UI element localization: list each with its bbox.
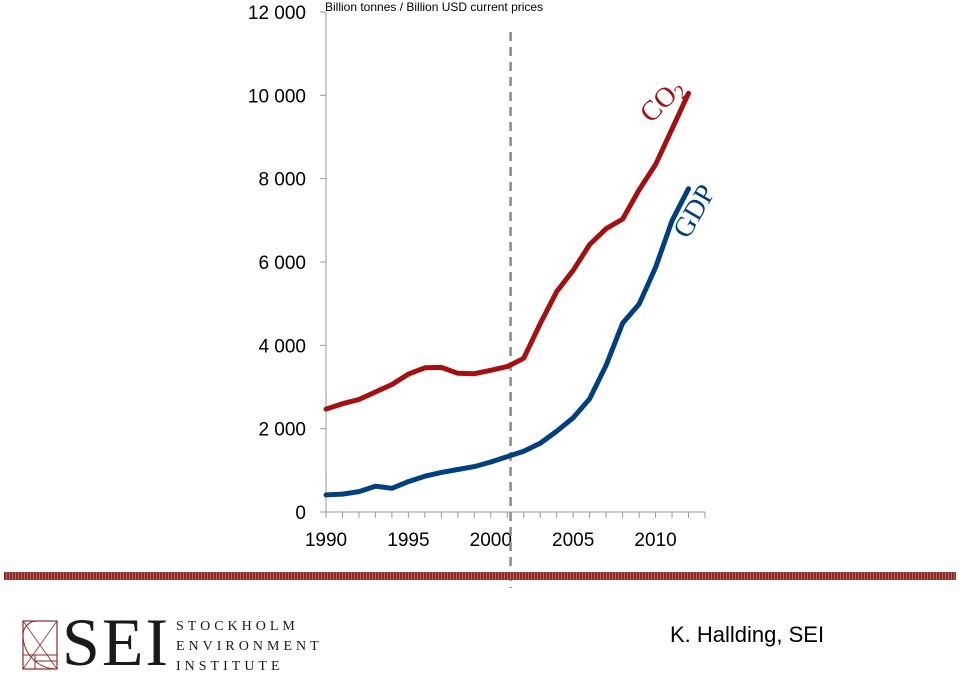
author-credit: K. Hallding, SEI xyxy=(670,622,825,647)
series-line-gdp xyxy=(323,186,691,498)
y-axis-ticks xyxy=(320,11,326,513)
y-tick-label: 0 xyxy=(295,503,306,524)
series-line-co2 xyxy=(323,90,691,412)
y-axis-labels: 0 2 000 4 000 6 000 8 000 10 000 12 000 xyxy=(248,3,306,524)
logo-line-institute: INSTITUTE xyxy=(176,659,284,674)
x-axis-ticks xyxy=(325,512,706,518)
y-tick-label: 4 000 xyxy=(258,336,306,357)
x-tick-label: 1995 xyxy=(387,530,429,551)
logo-wordmark: SEI xyxy=(62,604,170,680)
y-tick-label: 6 000 xyxy=(258,253,306,274)
y-tick-label: 12 000 xyxy=(248,3,306,24)
logo-line-environment: ENVIRONMENT xyxy=(176,639,323,654)
golden-spiral-icon xyxy=(22,620,58,670)
x-axis-labels: 1990 1995 2000 2005 2010 xyxy=(305,530,677,551)
y-tick-label: 10 000 xyxy=(248,86,306,107)
x-tick-label: 2005 xyxy=(552,530,594,551)
unit-label: Billion tonnes / Billion USD current pri… xyxy=(325,0,543,14)
sei-logo: SEI STOCKHOLM ENVIRONMENT INSTITUTE xyxy=(22,608,323,676)
x-tick-label: 2010 xyxy=(634,530,676,551)
y-tick-label: 2 000 xyxy=(258,420,306,441)
co2-series-label: CO2 xyxy=(634,72,693,131)
y-tick-label: 8 000 xyxy=(258,170,306,191)
logo-line-stockholm: STOCKHOLM xyxy=(176,619,299,634)
x-tick-label: 2000 xyxy=(470,530,512,551)
x-tick-label: 1990 xyxy=(305,530,347,551)
footer-band xyxy=(4,572,956,580)
